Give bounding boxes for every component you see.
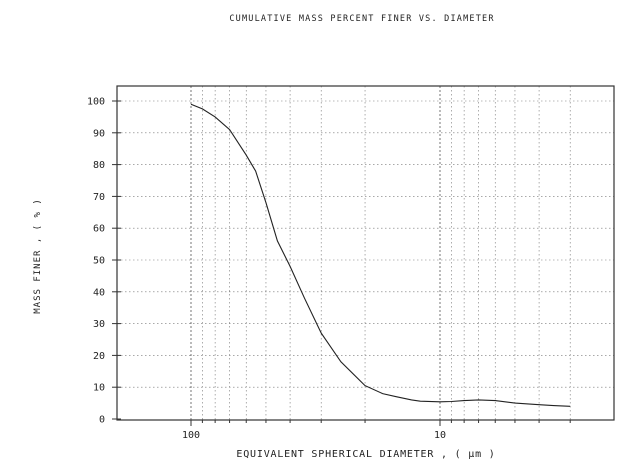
y-axis-ticks: 0 10 20 30 40 50 60 70 80 90 100 [87,97,121,426]
y-tick-label: 80 [93,160,105,171]
y-axis-label: MASS FINER , ( % ) [33,198,43,314]
y-tick-label: 40 [93,287,105,298]
chart-title: CUMULATIVE MASS PERCENT FINER VS. DIAMET… [229,14,494,24]
y-tick-label: 90 [93,128,105,139]
x-axis-ticks: 100 10 [182,420,571,441]
y-tick-label: 0 [99,415,105,426]
x-tick-label: 10 [434,430,446,441]
y-tick-label: 70 [93,192,105,203]
x-axis-label: EQUIVALENT SPHERICAL DIAMETER , ( μm ) [236,449,495,460]
y-tick-label: 50 [93,256,105,267]
y-tick-label: 10 [93,383,105,394]
series-line [190,103,571,407]
y-tick-label: 100 [87,97,105,108]
grid-lines [117,86,614,420]
y-tick-label: 30 [93,319,105,330]
x-tick-label: 100 [182,430,200,441]
y-tick-label: 60 [93,224,105,235]
y-tick-label: 20 [93,351,105,362]
plot-frame [116,85,615,421]
